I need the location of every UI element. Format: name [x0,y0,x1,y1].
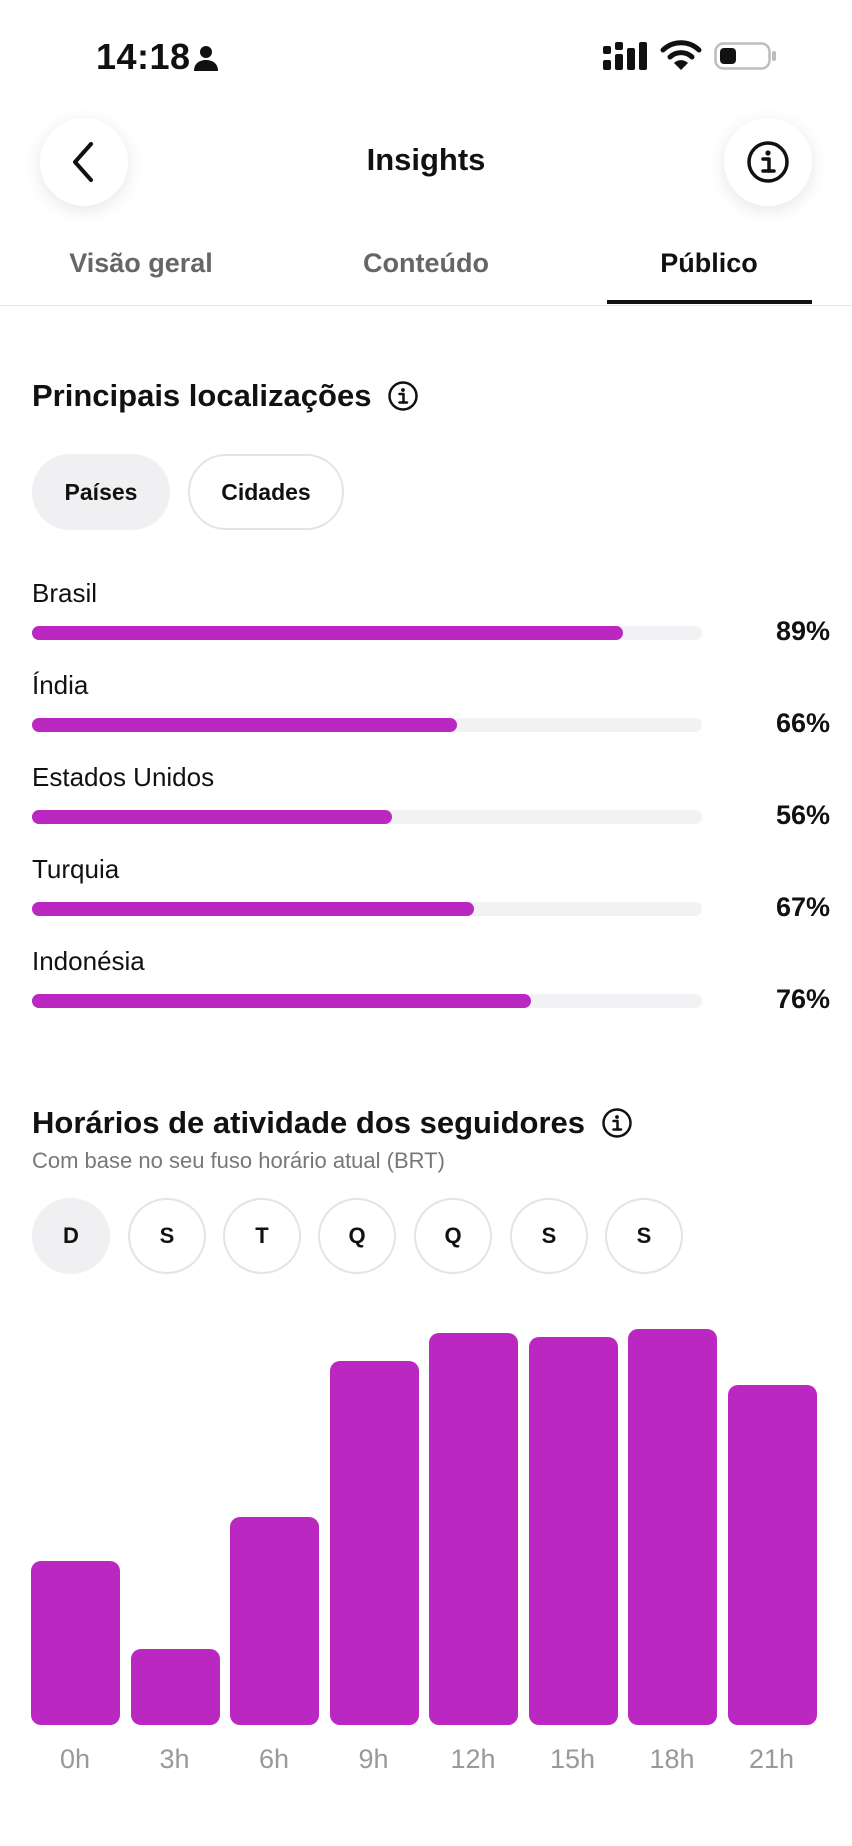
battery-icon [714,42,776,70]
info-button[interactable] [724,118,812,206]
header: Insights [0,110,852,220]
activity-bar-21h [727,1385,817,1725]
location-bar-fill [32,810,392,824]
location-name: Índia [32,670,89,700]
location-row: Turquia 67% [32,854,830,938]
hour-tick-label: 9h [358,1744,389,1774]
person-icon [194,46,218,71]
activity-bar-15h [528,1337,618,1725]
active-tab-indicator [607,300,812,304]
locations-title: Principais localizações [32,378,372,413]
day-chip[interactable]: D [32,1198,110,1274]
info-icon[interactable] [601,1107,633,1139]
location-bar-fill [32,902,474,916]
day-chip[interactable]: T [223,1198,301,1274]
location-bar-track [32,810,702,824]
activity-section-title: Horários de atividade dos seguidores [32,1105,633,1141]
location-name: Estados Unidos [32,762,215,792]
location-percent: 76% [775,984,830,1014]
hour-tick-label: 3h [159,1744,190,1774]
hour-tick-label: 18h [649,1744,695,1774]
filter-cities[interactable]: Cidades [188,454,344,530]
hour-tick-label: 21h [748,1744,795,1774]
location-row: Indonésia 76% [32,946,830,1030]
location-row: Estados Unidos 56% [32,762,830,846]
location-bar-fill [32,718,457,732]
tab-bar: Visão geral Conteúdo Público [0,232,852,306]
location-percent: 66% [775,708,830,738]
status-bar: 14:18 [0,0,852,110]
activity-bar-9h [329,1361,419,1725]
location-percent: 56% [775,800,830,830]
day-chip[interactable]: Q [318,1198,396,1274]
location-name: Brasil [32,578,98,608]
chevron-left-icon [73,142,93,182]
location-bar-track [32,902,702,916]
status-time: 14:18 [96,36,191,77]
activity-bar-3h [130,1649,220,1725]
activity-bar-12h [429,1333,518,1725]
day-chip[interactable]: S [510,1198,588,1274]
location-row: Índia 66% [32,670,830,754]
day-chip[interactable]: S [128,1198,206,1274]
activity-bar-18h [628,1329,717,1725]
info-icon[interactable] [387,380,419,412]
tab-content[interactable]: Conteúdo [363,248,489,278]
tab-audience[interactable]: Público [660,248,758,278]
activity-bar-0h [31,1561,120,1725]
location-bar-fill [32,626,623,640]
filter-countries[interactable]: Países [32,454,170,530]
location-bar-track [32,718,702,732]
activity-bar-6h [230,1517,319,1725]
activity-bar-chart [0,1300,852,1780]
activity-subtitle: Com base no seu fuso horário atual (BRT) [32,1148,445,1173]
location-row: Brasil 89% [32,578,830,662]
locations-section-title: Principais localizações [32,378,419,414]
hour-tick-label: 15h [549,1744,596,1774]
day-chip[interactable]: Q [414,1198,492,1274]
page-title: Insights [366,142,486,177]
tab-overview[interactable]: Visão geral [69,248,213,278]
location-bar-track [32,626,702,640]
location-bar-fill [32,994,532,1008]
cellular-signal-icon [603,42,647,70]
hour-tick-label: 6h [258,1744,290,1774]
wifi-icon [660,40,702,70]
location-name: Turquia [32,854,120,884]
hour-tick-label: 0h [59,1744,91,1774]
day-chip[interactable]: S [605,1198,683,1274]
back-button[interactable] [40,118,128,206]
info-icon [747,141,789,183]
hour-tick-label: 12h [450,1744,496,1774]
activity-title: Horários de atividade dos seguidores [32,1105,585,1140]
location-percent: 89% [775,616,830,646]
location-percent: 67% [775,892,830,922]
location-name: Indonésia [32,946,145,976]
location-bar-track [32,994,702,1008]
